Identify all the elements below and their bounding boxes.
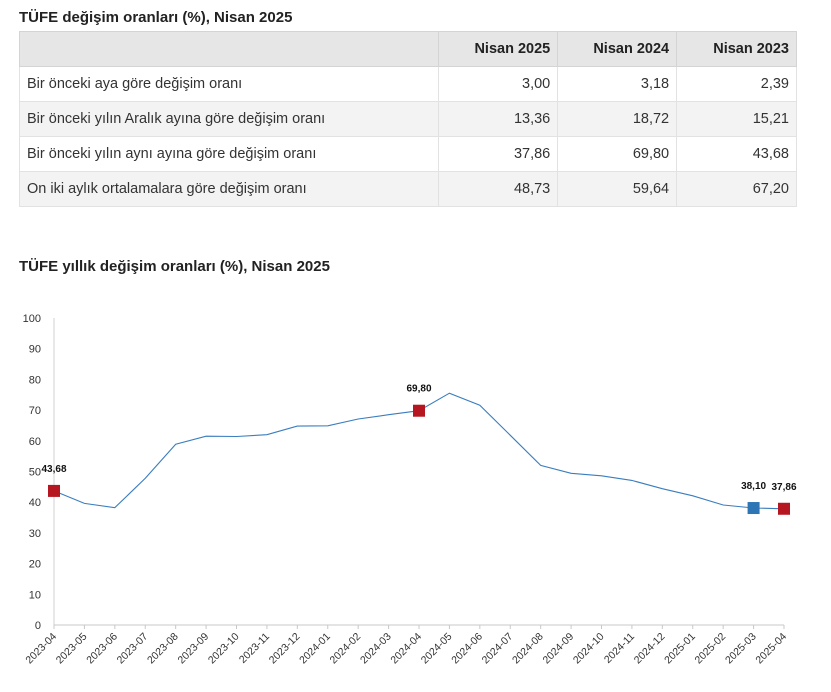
- x-tick-label: 2024-10: [571, 631, 607, 667]
- table-row: Bir önceki yılın aynı ayına göre değişim…: [18, 136, 797, 172]
- cell-value: 15,21: [676, 101, 797, 137]
- x-tick-label: 2025-01: [662, 631, 698, 667]
- y-tick-label: 100: [23, 313, 41, 325]
- x-tick-label: 2023-07: [115, 631, 151, 667]
- y-tick-label: 50: [29, 467, 41, 479]
- cell-value: 67,20: [676, 171, 797, 207]
- x-tick-label: 2024-06: [449, 631, 485, 667]
- y-tick-label: 20: [29, 559, 41, 571]
- x-tick-label: 2023-12: [267, 631, 303, 667]
- x-tick-label: 2024-04: [388, 631, 424, 667]
- x-tick-label: 2023-04: [23, 631, 59, 667]
- y-tick-label: 80: [29, 374, 41, 386]
- x-tick-label: 2024-09: [540, 631, 576, 667]
- x-tick-label: 2024-07: [480, 631, 516, 667]
- x-tick-label: 2024-03: [358, 631, 394, 667]
- column-header-nisan-2023: Nisan 2023: [676, 31, 797, 67]
- table-title: TÜFE değişim oranları (%), Nisan 2025: [19, 9, 293, 26]
- y-tick-label: 30: [29, 528, 41, 540]
- column-header-blank: [18, 31, 440, 67]
- cpi-change-table: Nisan 2025 Nisan 2024 Nisan 2023 Bir önc…: [18, 31, 797, 207]
- data-point-marker: [413, 404, 425, 417]
- x-tick-label: 2023-06: [84, 631, 120, 667]
- cell-value: 18,72: [557, 101, 678, 137]
- data-label: 43,68: [41, 464, 66, 475]
- data-label: 38,10: [741, 481, 766, 492]
- x-tick-label: 2024-02: [328, 631, 364, 667]
- x-tick-label: 2023-11: [237, 631, 272, 666]
- cell-value: 48,73: [438, 171, 559, 207]
- cell-value: 37,86: [438, 136, 559, 172]
- x-tick-label: 2025-02: [693, 631, 729, 667]
- table-header-row: Nisan 2025 Nisan 2024 Nisan 2023: [18, 31, 797, 67]
- data-label: 69,80: [406, 384, 431, 395]
- x-tick-label: 2023-08: [145, 631, 181, 667]
- cell-value: 2,39: [676, 66, 797, 102]
- x-tick-label: 2024-08: [510, 631, 546, 667]
- x-tick-label: 2024-05: [419, 631, 455, 667]
- x-tick-label: 2024-01: [297, 631, 333, 667]
- x-tick-label: 2025-04: [753, 631, 789, 667]
- data-point-marker: [747, 502, 760, 515]
- table-row: On iki aylık ortalamalara göre değişim o…: [18, 171, 797, 207]
- y-tick-label: 70: [29, 405, 41, 417]
- cell-value: 13,36: [438, 101, 559, 137]
- x-tick-label: 2024-12: [632, 631, 668, 667]
- x-tick-label: 2024-11: [602, 631, 637, 666]
- y-tick-label: 10: [29, 589, 41, 601]
- table-row: Bir önceki yılın Aralık ayına göre değiş…: [18, 101, 797, 137]
- y-tick-label: 90: [29, 344, 41, 356]
- cell-value: 3,00: [438, 66, 559, 102]
- x-tick-label: 2025-03: [723, 631, 759, 667]
- cell-value: 43,68: [676, 136, 797, 172]
- row-label: Bir önceki yılın Aralık ayına göre değiş…: [18, 101, 440, 137]
- column-header-nisan-2025: Nisan 2025: [438, 31, 559, 67]
- table-row: Bir önceki aya göre değişim oranı 3,00 3…: [18, 66, 797, 102]
- y-tick-label: 40: [29, 497, 41, 509]
- data-point-marker: [778, 502, 790, 515]
- column-header-nisan-2024: Nisan 2024: [557, 31, 678, 67]
- x-tick-label: 2023-10: [206, 631, 242, 667]
- row-label: Bir önceki aya göre değişim oranı: [18, 66, 440, 102]
- annual-cpi-line-chart: 01020304050607080901002023-042023-052023…: [23, 313, 797, 667]
- y-tick-label: 0: [35, 620, 41, 632]
- y-tick-label: 60: [29, 436, 41, 448]
- data-label: 37,86: [771, 482, 796, 493]
- cell-value: 69,80: [557, 136, 678, 172]
- x-tick-label: 2023-05: [54, 631, 90, 667]
- cell-value: 59,64: [557, 171, 678, 207]
- cell-value: 3,18: [557, 66, 678, 102]
- data-point-marker: [48, 484, 60, 497]
- row-label: Bir önceki yılın aynı ayına göre değişim…: [18, 136, 440, 172]
- x-tick-label: 2023-09: [175, 631, 211, 667]
- row-label: On iki aylık ortalamalara göre değişim o…: [18, 171, 440, 207]
- chart-title: TÜFE yıllık değişim oranları (%), Nisan …: [19, 258, 330, 275]
